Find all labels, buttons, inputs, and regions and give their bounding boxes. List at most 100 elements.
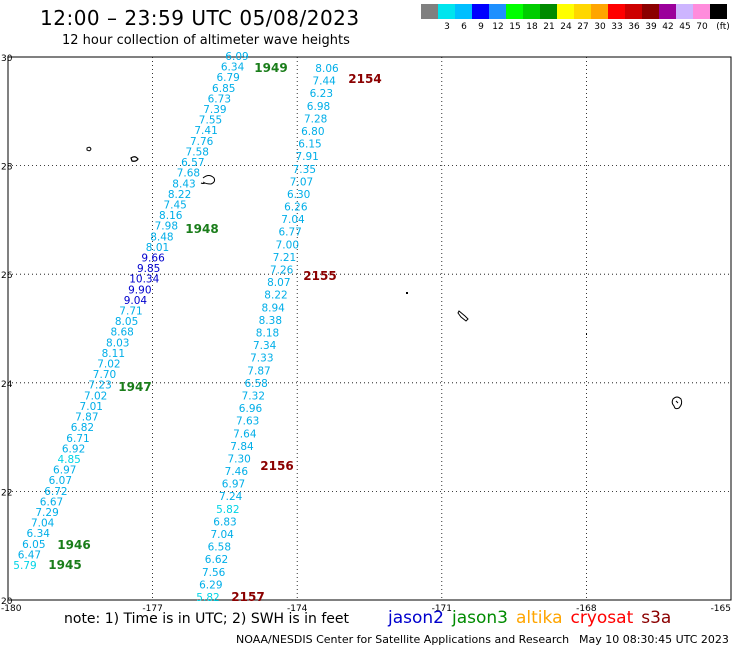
pass-times: 1949 1948 1947 1946 1945 2154 2155 2156 2157	[48, 61, 381, 604]
track-b-value: 6.96	[239, 403, 263, 415]
track-a-value: 6.57	[181, 157, 204, 169]
track-b-value: 5.82	[216, 504, 239, 516]
track-a-value: 7.39	[203, 104, 226, 116]
legend-swatch	[438, 4, 455, 19]
satellite-cryosat: cryosat	[570, 608, 634, 628]
legend-swatch	[710, 4, 727, 19]
legend-label: 27	[577, 22, 589, 32]
track-b-value: 6.29	[199, 579, 222, 591]
lon-tick-label: -171	[432, 604, 452, 614]
legend-unit: (ft)	[716, 22, 730, 32]
pass-time-jason3: 1945	[48, 558, 81, 572]
track-b-value: 7.24	[219, 491, 243, 503]
lon-tick-label: -180	[1, 604, 22, 614]
track-a-value: 6.34	[27, 528, 51, 540]
page-title: 12:00 – 23:59 UTC 05/08/2023	[40, 6, 360, 30]
track-a-value: 6.82	[71, 422, 94, 434]
legend-swatch	[574, 4, 591, 19]
track-a-value: 7.68	[177, 168, 200, 180]
track-b-value: 7.63	[236, 416, 259, 428]
track-a-value: 6.71	[66, 433, 89, 445]
track-a-value: 7.04	[31, 518, 55, 530]
legend-label: 9	[478, 22, 484, 32]
footer-note: note: 1) Time is in UTC; 2) SWH is in fe…	[64, 611, 350, 627]
lat-tick-label: 20	[1, 597, 13, 607]
island-niihau	[671, 396, 683, 410]
track-a-value: 8.03	[106, 337, 129, 349]
legend-swatch	[540, 4, 557, 19]
pass-time-jason3: 1948	[185, 222, 218, 236]
lat-tick-label: 30	[1, 54, 13, 64]
legend-swatch	[608, 4, 625, 19]
track-b-value: 8.22	[264, 290, 287, 302]
track-b-value: 7.07	[290, 176, 313, 188]
track-a-value: 6.67	[40, 496, 63, 508]
track-a-value: 8.16	[159, 210, 183, 222]
track-b-value: 7.35	[293, 164, 316, 176]
satellite-altika: altika	[516, 608, 563, 628]
legend-label: 39	[645, 22, 657, 32]
legend-label: 33	[611, 22, 623, 32]
track-b-value: 7.87	[247, 365, 270, 377]
track-b-value: 6.26	[284, 202, 308, 214]
legend-label: 15	[509, 22, 521, 32]
track-a-value: 7.71	[119, 306, 142, 318]
pass-time-jason3: 1947	[118, 380, 151, 394]
pass-time-jason3: 1946	[57, 538, 90, 552]
track-a-value: 8.22	[168, 189, 191, 201]
legend-label: 6	[461, 22, 467, 32]
track-b-value: 5.82	[196, 592, 219, 604]
track-b-value: 7.91	[295, 151, 318, 163]
track-a-value: 6.85	[212, 83, 235, 95]
track-a-value: 6.05	[22, 539, 45, 551]
legend-label: 70	[696, 22, 708, 32]
satellite-jason2: jason2	[388, 608, 444, 628]
altimeter-tracks: 6.096.346.796.856.737.397.557.417.767.58…	[13, 51, 339, 604]
track-a-value: 8.11	[102, 348, 125, 360]
track-a-value: 7.01	[80, 401, 103, 413]
track-a-value: 7.29	[35, 507, 58, 519]
track-a-value: 6.72	[44, 486, 67, 498]
legend-swatch	[455, 4, 472, 19]
lat-tick-label: 28	[1, 163, 13, 173]
legend-swatch	[523, 4, 540, 19]
track-a-value: 5.79	[13, 560, 36, 572]
legend-label: 30	[594, 22, 606, 32]
track-a-value: 6.79	[216, 72, 239, 84]
track-b-value: 7.28	[304, 113, 327, 125]
lat-tick-label: 24	[1, 380, 13, 390]
track-a-value: 8.43	[172, 178, 195, 190]
track-b-value: 8.06	[315, 63, 339, 75]
legend-label: 18	[526, 22, 538, 32]
island-midway	[130, 156, 139, 162]
lon-tick-label: -177	[142, 604, 162, 614]
track-b-value: 7.32	[242, 390, 265, 402]
track-a-value: 7.02	[97, 359, 120, 371]
track-b-value: 6.83	[213, 516, 236, 528]
page-subtitle: 12 hour collection of altimeter wave hei…	[62, 33, 350, 48]
track-b-value: 7.64	[233, 428, 257, 440]
track-b-value: 6.23	[310, 88, 333, 100]
track-b-value: 7.34	[253, 340, 277, 352]
track-a-value: 8.05	[115, 316, 138, 328]
track-a-value: 7.23	[88, 380, 111, 392]
track-b-value: 8.94	[261, 302, 285, 314]
legend-swatch	[693, 4, 710, 19]
track-b-value: 8.18	[256, 328, 279, 340]
track-b-value: 7.04	[210, 529, 234, 541]
legend-swatch	[489, 4, 506, 19]
track-b-value: 7.21	[273, 252, 296, 264]
legend-label: 21	[543, 22, 555, 32]
track-b-value: 6.77	[278, 227, 301, 239]
pass-time-s3a: 2155	[303, 269, 336, 283]
track-a-value: 7.87	[75, 412, 98, 424]
track-a-value: 6.47	[18, 549, 41, 561]
lat-tick-label: 26	[1, 271, 13, 281]
legend-swatch	[421, 4, 438, 19]
map-frame	[7, 56, 732, 601]
track-b-value: 7.30	[227, 453, 250, 465]
track-b-value: 6.80	[301, 126, 324, 138]
track-a-value: 7.70	[93, 369, 116, 381]
track-b-value: 8.07	[267, 277, 290, 289]
track-a-value: 7.98	[155, 221, 178, 233]
